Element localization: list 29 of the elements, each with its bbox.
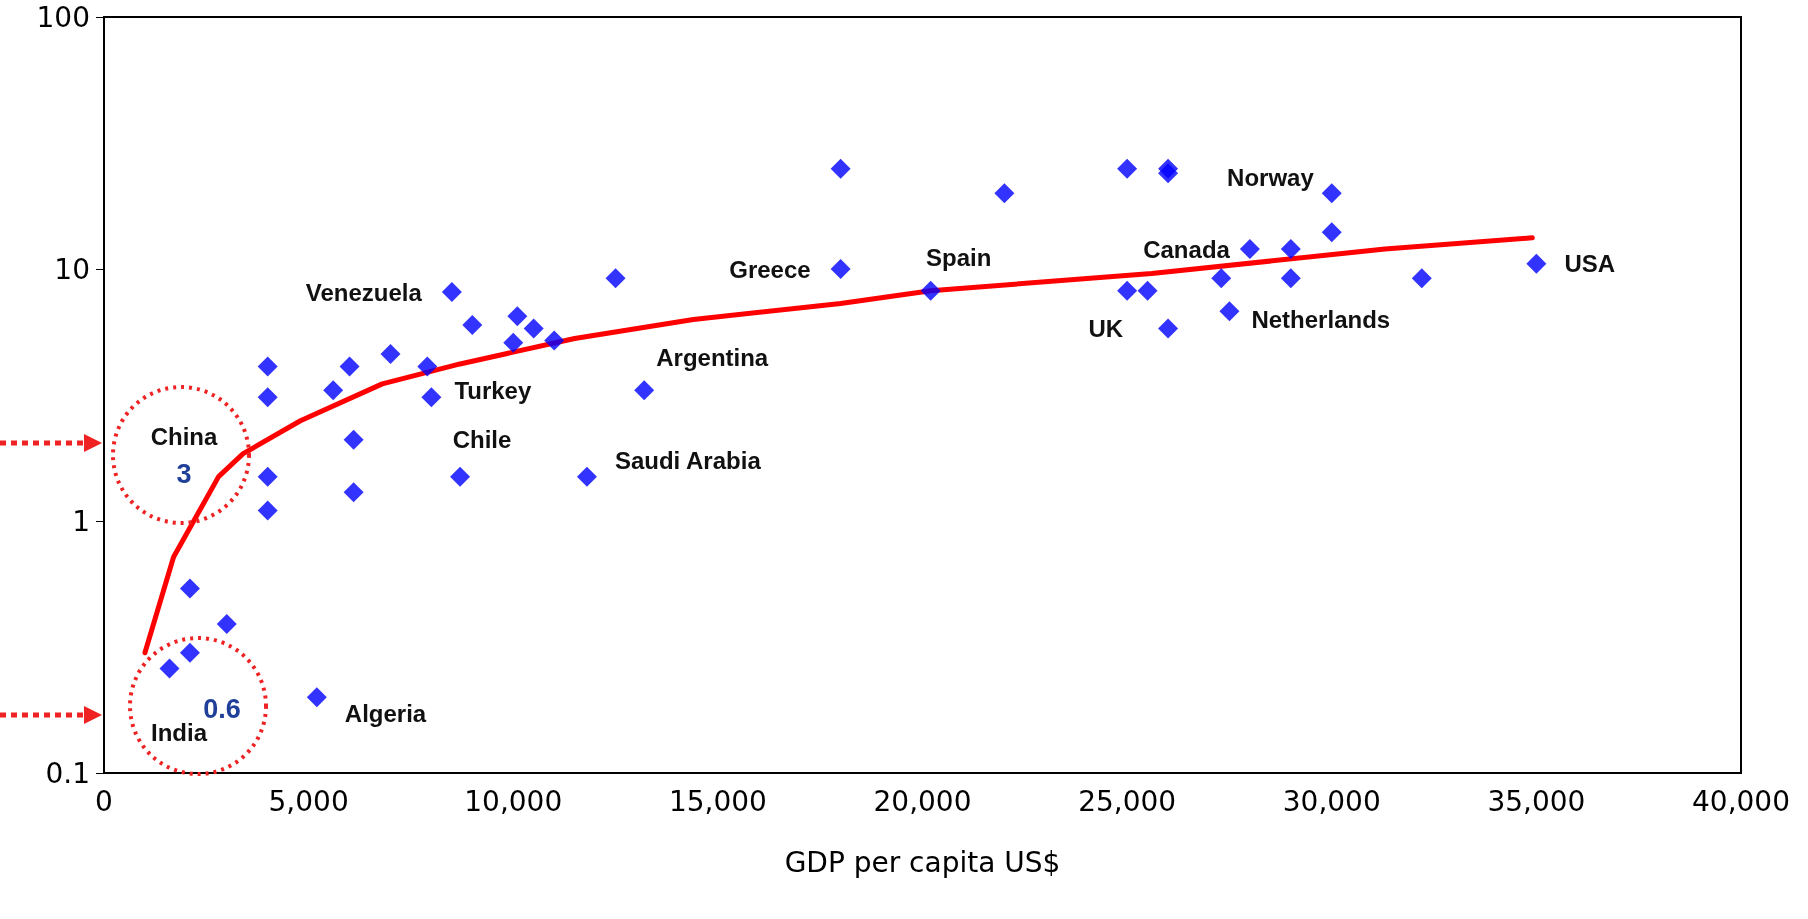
x-tick-label: 40,000 (1692, 784, 1790, 818)
annotation: USA (1564, 250, 1616, 278)
annotation: Saudi Arabia (614, 447, 762, 475)
annotation: Greece (729, 255, 811, 283)
annotation: 3 (176, 459, 192, 489)
y-tick-label: 100 (36, 0, 90, 34)
x-tick-label: 35,000 (1487, 784, 1586, 818)
x-tick-label: 5,000 (268, 784, 349, 818)
annotation: Venezuela (305, 278, 423, 306)
annotation: Argentina (656, 343, 769, 371)
x-tick-label: 15,000 (668, 784, 767, 818)
y-tick-label: 1 (72, 504, 90, 538)
y-tick-label: 10 (54, 252, 90, 286)
annotation: Turkey (454, 376, 532, 404)
x-tick-label: 30,000 (1282, 784, 1381, 818)
x-tick-label: 0 (95, 784, 113, 818)
annotation: Canada (1143, 235, 1231, 263)
annotation: Netherlands (1251, 305, 1391, 333)
annotation: Norway (1227, 163, 1315, 191)
annotation: China (150, 422, 218, 450)
x-tick-label: 10,000 (464, 784, 563, 818)
x-tick-label: 25,000 (1078, 784, 1177, 818)
x-tick-label: 20,000 (873, 784, 972, 818)
annotation: UK (1088, 315, 1124, 343)
annotation: Spain (926, 244, 992, 272)
y-tick-label: 0.1 (45, 756, 90, 790)
annotation: Algeria (344, 699, 427, 727)
annotation: Chile (452, 426, 512, 454)
x-axis-title: GDP per capita US$ (784, 845, 1061, 879)
